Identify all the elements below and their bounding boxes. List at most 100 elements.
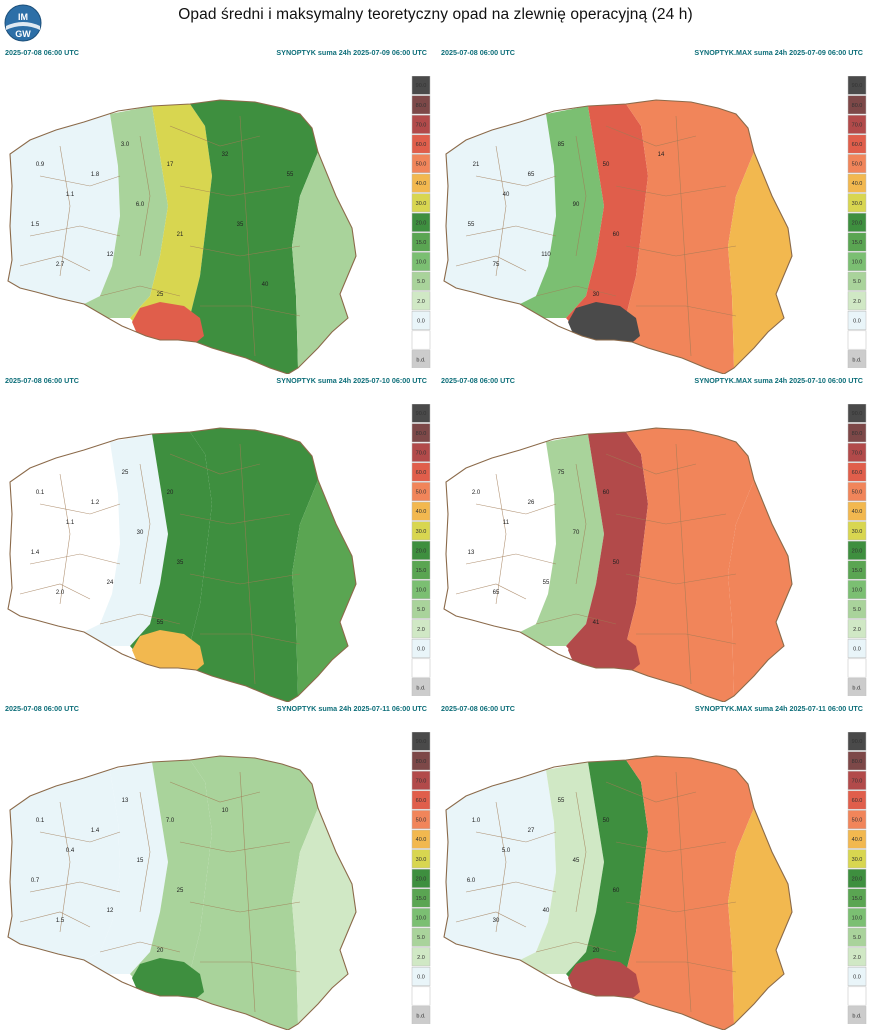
region-value-label: 30 bbox=[493, 918, 500, 924]
legend-label: 30.0 bbox=[852, 529, 863, 535]
region-value-label: 75 bbox=[493, 262, 500, 268]
region-value-label: 2.7 bbox=[56, 262, 65, 268]
legend-label: b.d. bbox=[416, 358, 426, 364]
legend-label: 0.0 bbox=[417, 974, 425, 980]
country-outline bbox=[7, 99, 357, 374]
legend-label: 80.0 bbox=[852, 103, 863, 109]
region-value-label: 55 bbox=[468, 222, 475, 228]
region-value-label: 40 bbox=[262, 282, 269, 288]
region-value-label: 85 bbox=[558, 142, 565, 148]
region-value-label: 45 bbox=[573, 858, 580, 864]
legend-label: 10.0 bbox=[852, 588, 863, 594]
region-value-label: 35 bbox=[177, 560, 184, 566]
map-region-mid bbox=[130, 104, 212, 340]
region-value-label: 65 bbox=[528, 172, 535, 178]
region-value-label: 20 bbox=[167, 490, 174, 496]
region-value-label: 2.0 bbox=[56, 590, 65, 596]
legend-label: 10.0 bbox=[852, 260, 863, 266]
legend-label: 40.0 bbox=[852, 181, 863, 187]
precipitation-map: 21 40 55 65 75 85 90 110 50 60 30 14 bbox=[443, 99, 793, 374]
region-value-label: 55 bbox=[543, 580, 550, 586]
map-region-center bbox=[84, 106, 168, 318]
legend-label: 15.0 bbox=[852, 568, 863, 574]
map-region-center bbox=[84, 762, 168, 974]
legend-label: 40.0 bbox=[416, 181, 427, 187]
legend-label: 80.0 bbox=[416, 103, 427, 109]
legend-swatch bbox=[411, 521, 431, 541]
legend-swatch bbox=[847, 619, 867, 639]
map-region-mid bbox=[130, 760, 212, 996]
region-value-label: 13 bbox=[122, 798, 129, 804]
region-value-label: 7.0 bbox=[166, 818, 175, 824]
legend-swatch bbox=[411, 966, 431, 986]
legend-swatch bbox=[847, 442, 867, 462]
legend-label: 2.0 bbox=[417, 299, 425, 305]
legend-label: 50.0 bbox=[852, 490, 863, 496]
map-region-west bbox=[8, 442, 120, 632]
legend-swatch bbox=[847, 829, 867, 849]
legend-label: 0.0 bbox=[853, 318, 861, 324]
legend-swatch bbox=[847, 232, 867, 252]
legend-swatch bbox=[411, 751, 431, 771]
region-value-label: 35 bbox=[237, 222, 244, 228]
region-value-label: 6.0 bbox=[136, 202, 145, 208]
region-value-label: 55 bbox=[157, 620, 164, 626]
legend-swatch bbox=[411, 173, 431, 193]
legend-label: 2.0 bbox=[417, 627, 425, 633]
legend-swatch bbox=[411, 619, 431, 639]
legend-label: 70.0 bbox=[852, 450, 863, 456]
region-value-label: 27 bbox=[528, 828, 535, 834]
map-region-east bbox=[614, 100, 754, 374]
legend-label: 15.0 bbox=[416, 896, 427, 902]
legend-swatch bbox=[411, 134, 431, 154]
legend-swatch bbox=[411, 599, 431, 619]
legend-label: 50.0 bbox=[416, 162, 427, 168]
legend-swatch bbox=[411, 678, 431, 696]
legend-label: 40.0 bbox=[416, 837, 427, 843]
precipitation-map: 0.1 0.4 0.7 1.4 1.5 13 15 12 7.0 25 20 10 bbox=[7, 755, 357, 1030]
panel-3: 2025-07-08 06:00 UTC SYNOPTYK suma 24h 2… bbox=[0, 376, 435, 702]
region-value-label: 21 bbox=[473, 162, 480, 168]
map-region-east bbox=[178, 756, 318, 1030]
map-region-west bbox=[8, 770, 120, 960]
legend-label: 90.0 bbox=[852, 83, 863, 89]
region-value-label: 1.1 bbox=[66, 520, 75, 526]
country-outline bbox=[443, 99, 793, 374]
legend-swatch bbox=[847, 986, 867, 1006]
map-region-mid bbox=[566, 104, 648, 340]
legend-swatch bbox=[411, 193, 431, 213]
panel-product-label: SYNOPTYK.MAX suma 24h 2025-07-09 06:00 U… bbox=[694, 48, 863, 57]
legend-swatch bbox=[411, 888, 431, 908]
map-region-center bbox=[84, 434, 168, 646]
legend-swatch bbox=[411, 462, 431, 482]
legend-label: 2.0 bbox=[853, 299, 861, 305]
legend-label: 15.0 bbox=[416, 568, 427, 574]
region-value-label: 41 bbox=[593, 620, 600, 626]
region-value-label: 60 bbox=[603, 490, 610, 496]
precipitation-map: 2.0 11 13 26 65 75 70 55 60 50 41 bbox=[443, 427, 793, 702]
legend-swatch bbox=[411, 1006, 431, 1024]
precipitation-map: 0.1 1.1 1.4 1.2 2.0 25 30 24 20 35 55 bbox=[7, 427, 357, 702]
region-value-label: 65 bbox=[493, 590, 500, 596]
legend-swatch bbox=[847, 638, 867, 658]
legend-label: 70.0 bbox=[852, 122, 863, 128]
legend-label: b.d. bbox=[416, 686, 426, 692]
region-value-label: 1.8 bbox=[91, 172, 100, 178]
region-value-label: 25 bbox=[122, 470, 129, 476]
legend-swatch bbox=[411, 271, 431, 291]
legend-label: 15.0 bbox=[852, 896, 863, 902]
country-outline bbox=[443, 755, 793, 1030]
legend-label: 30.0 bbox=[852, 857, 863, 863]
legend-swatch bbox=[411, 947, 431, 967]
legend-swatch bbox=[847, 404, 867, 423]
logo-letters-top: IM bbox=[18, 12, 28, 22]
region-value-label: 75 bbox=[558, 470, 565, 476]
region-value-label: 60 bbox=[613, 232, 620, 238]
region-value-label: 6.0 bbox=[467, 878, 476, 884]
color-legend: 90.0 80.0 70.0 60.0 50.0 40.0 30.0 20.0 15.0 10.0… bbox=[847, 404, 867, 696]
legend-swatch bbox=[847, 310, 867, 330]
imgw-logo: IM GW bbox=[4, 4, 42, 42]
map-region-mid bbox=[130, 432, 212, 668]
region-value-label: 20 bbox=[157, 948, 164, 954]
legend-swatch bbox=[847, 658, 867, 678]
